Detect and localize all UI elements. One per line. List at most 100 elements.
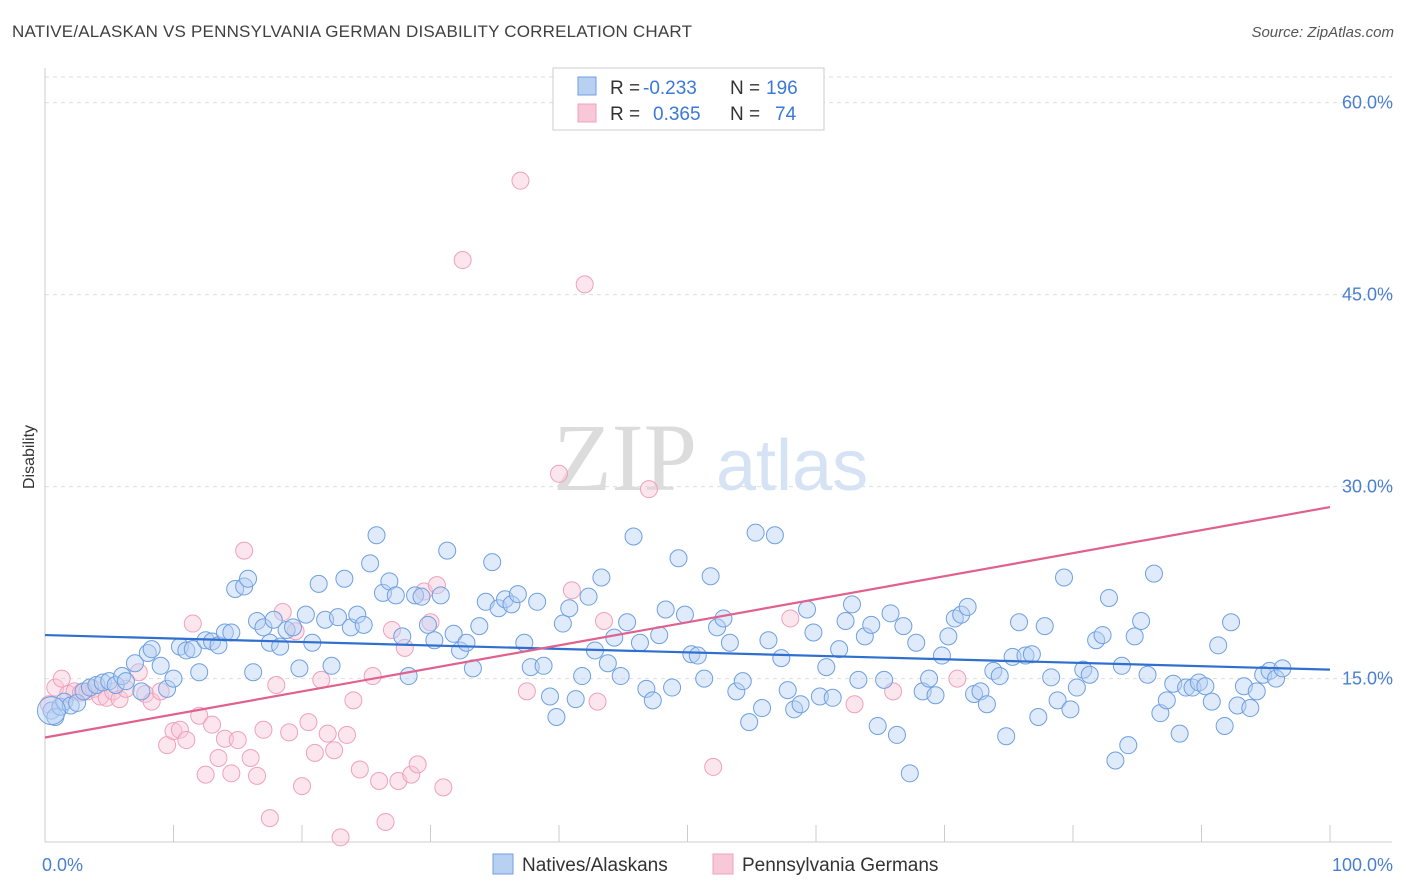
natives-point-88 [592, 568, 611, 587]
pennsylvania-point-66 [588, 692, 607, 711]
natives-point-69 [470, 617, 489, 636]
natives-point-183 [1202, 692, 1221, 711]
natives-point-94 [630, 633, 649, 652]
legend-swatch-natives [577, 76, 597, 96]
pennsylvania-point-31 [248, 766, 267, 785]
natives-point-186 [1222, 613, 1241, 632]
natives-point-86 [579, 587, 598, 606]
natives-point-157 [1035, 617, 1054, 636]
natives-point-cluster [36, 696, 66, 726]
natives-point-23 [183, 640, 202, 659]
pennsylvania-point-27 [222, 764, 241, 783]
natives-point-127 [842, 595, 861, 614]
source-label: Source: ZipAtlas.com [1251, 24, 1394, 41]
natives-point-29 [222, 623, 241, 642]
natives-point-130 [862, 615, 881, 634]
legend-n-value: 196 [766, 78, 798, 99]
watermark-atlas: atlas [716, 426, 868, 506]
natives-point-120 [798, 600, 817, 619]
natives-point-90 [605, 628, 624, 647]
natives-point-99 [663, 678, 682, 697]
natives-point-61 [418, 615, 437, 634]
pennsylvania-point-34 [267, 676, 286, 694]
natives-point-142 [939, 627, 958, 646]
pennsylvania-point-61 [511, 171, 530, 190]
natives-point-92 [618, 613, 637, 632]
y-axis-label: Disability [21, 425, 38, 489]
series-legend-natives: Natives/Alaskans [522, 855, 668, 876]
pennsylvania-point-30 [241, 748, 260, 767]
x-tick-label-1: 100.0% [1332, 855, 1393, 875]
natives-point-32 [239, 569, 258, 588]
natives-point-123 [817, 658, 836, 677]
legend-box [552, 67, 825, 131]
natives-point-44 [309, 574, 328, 593]
natives-point-47 [328, 608, 347, 627]
natives-point-42 [296, 605, 315, 624]
natives-point-98 [656, 600, 675, 619]
natives-point-169 [1112, 656, 1131, 675]
natives-point-135 [894, 617, 913, 636]
natives-point-85 [573, 667, 592, 686]
y-tick-label-2: 45.0% [1342, 285, 1393, 305]
pennsylvania-point-33 [260, 809, 279, 828]
watermark: ZIP atlas [553, 404, 868, 511]
natives-point-126 [836, 612, 855, 630]
natives-point-131 [868, 716, 887, 735]
natives-point-50 [348, 605, 367, 624]
pennsylvania-point-50 [376, 812, 395, 831]
natives-point-133 [881, 604, 900, 623]
pennsylvania-point-71 [845, 695, 864, 714]
natives-point-60 [412, 587, 431, 606]
natives-point-15 [132, 682, 151, 701]
natives-point-136 [900, 764, 919, 783]
natives-point-172 [1132, 612, 1151, 630]
pennsylvania-point-70 [781, 609, 800, 628]
legend-n-label: N = [730, 104, 760, 125]
natives-point-153 [1010, 613, 1029, 632]
natives-point-100 [669, 549, 688, 568]
pennsylvania-point-24 [203, 715, 222, 734]
watermark-zip: ZIP [553, 404, 697, 511]
natives-point-93 [624, 527, 643, 546]
natives-point-145 [958, 597, 977, 616]
natives-point-166 [1093, 626, 1112, 645]
legend-r-value: -0.233 [643, 78, 697, 99]
natives-point-173 [1138, 665, 1157, 684]
natives-point-80 [541, 687, 560, 706]
natives-point-11 [106, 676, 125, 694]
natives-point-102 [682, 645, 701, 664]
pennsylvania-point-46 [344, 691, 363, 710]
pennsylvania-point-49 [370, 772, 389, 790]
natives-point-13 [116, 672, 135, 691]
natives-point-185 [1215, 716, 1234, 735]
natives-point-140 [926, 686, 945, 705]
pennsylvania-point-54 [402, 765, 421, 784]
natives-point-150 [990, 667, 1009, 686]
natives-point-17 [142, 640, 161, 659]
legend-swatch-pennsylvania [577, 103, 597, 123]
natives-point-56 [386, 586, 405, 605]
natives-point-67 [457, 633, 476, 652]
natives-point-5 [68, 693, 87, 712]
natives-point-167 [1099, 588, 1118, 607]
natives-point-40 [284, 618, 303, 637]
natives-point-20 [164, 669, 183, 688]
natives-point-78 [528, 592, 547, 611]
natives-point-155 [1022, 645, 1041, 664]
natives-point-114 [759, 631, 778, 650]
natives-point-71 [483, 553, 502, 572]
natives-point-174 [1144, 564, 1163, 583]
pennsylvania-point-65 [575, 275, 594, 294]
x-tick-label-0: 0.0% [42, 855, 83, 875]
pennsylvania-point-68 [639, 480, 658, 499]
natives-point-81 [547, 708, 566, 726]
natives-point-129 [855, 627, 874, 646]
pennsylvania-point-21 [183, 614, 202, 633]
pennsylvania-point-45 [337, 725, 356, 744]
natives-point-190 [1247, 682, 1266, 701]
legend-r-label: R = [610, 104, 640, 125]
natives-point-106 [708, 618, 727, 637]
natives-point-46 [322, 656, 341, 675]
